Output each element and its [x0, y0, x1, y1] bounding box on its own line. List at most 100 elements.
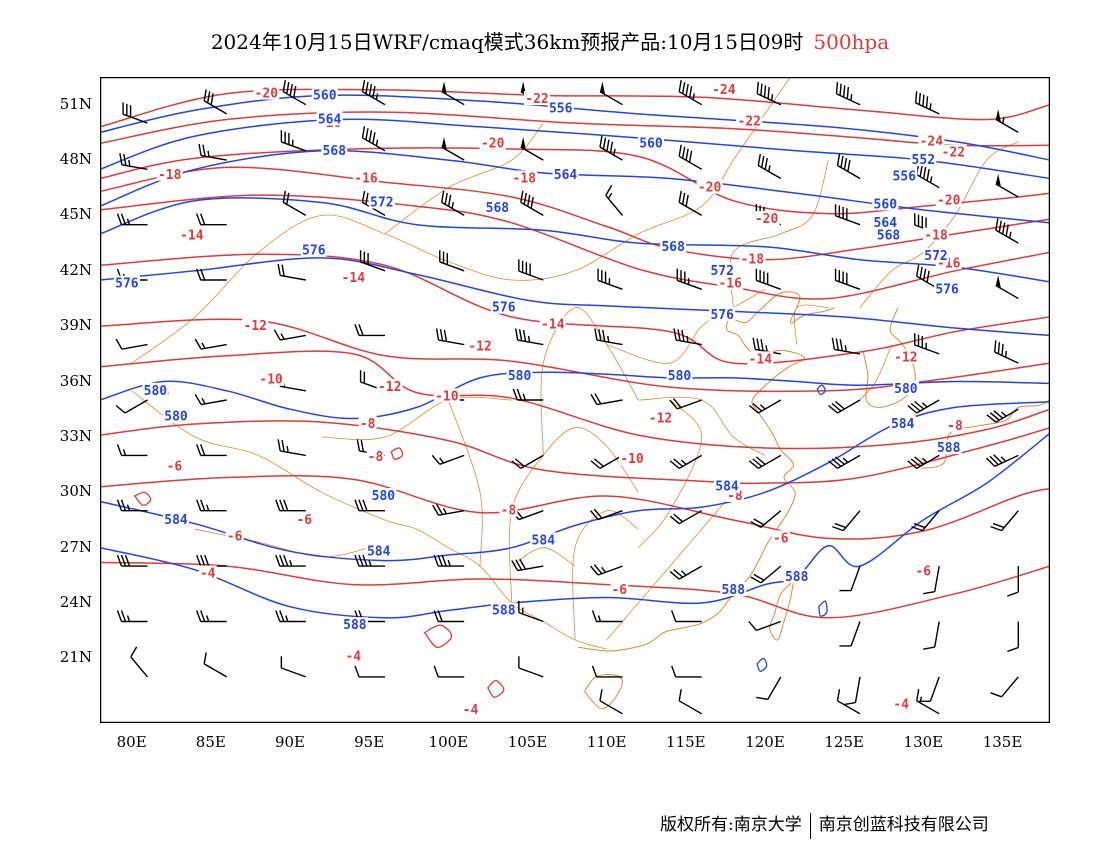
contour-label-bg: [619, 451, 645, 466]
copyright-footer: 版权所有:南京大学 南京创蓝科技有限公司: [660, 810, 989, 839]
wind-barb: [354, 665, 385, 678]
contour-label-bg: [935, 440, 962, 454]
wind-barb: [671, 665, 702, 678]
wind-barb: [605, 184, 624, 216]
height-contour-label: 576: [935, 282, 959, 297]
contour-label-bg: [433, 388, 460, 403]
wind-barb: [590, 564, 623, 576]
wind-barb: [439, 250, 465, 272]
contour-label-bg: [872, 214, 899, 229]
wind-barb: [115, 338, 148, 350]
temperature-contour-label: -24: [920, 135, 944, 150]
wind-barb: [1007, 566, 1019, 597]
height-contour-label: 580: [894, 382, 918, 397]
contour-label-bg: [253, 85, 280, 100]
wind-barb: [834, 204, 861, 226]
temperature-contour-label: -16: [354, 172, 378, 187]
height-contour-label: 588: [785, 570, 809, 585]
contour-label-bg: [660, 238, 687, 253]
wind-barb: [435, 328, 465, 346]
height-contour-label: 580: [144, 384, 168, 399]
wind-barb: [907, 399, 940, 414]
longitude-tick-label: 85E: [195, 733, 226, 751]
boundary-line: [321, 396, 512, 441]
wind-barb: [194, 394, 227, 406]
contour-label-bg: [156, 166, 183, 181]
wind-barb: [203, 652, 228, 678]
contour-label-bg: [696, 179, 723, 194]
wind-barb: [514, 328, 544, 346]
height-contour-label: 560: [639, 136, 663, 151]
contour-label-bg: [753, 211, 780, 226]
height-contour: [100, 371, 1050, 420]
temperature-contour-label: -6: [915, 565, 931, 580]
contour-label-bg: [511, 170, 538, 185]
temperature-contour-label: -18: [513, 172, 537, 187]
boundary-line: [729, 159, 829, 308]
contour-label-bg: [368, 194, 395, 209]
contour-label-bg: [358, 416, 377, 430]
boundary-line: [511, 547, 576, 567]
boundary-line: [606, 492, 734, 641]
pressure-level-label: 500hpa: [813, 30, 890, 54]
copyright-right: 南京创蓝科技有限公司: [818, 815, 989, 835]
boundary-line: [859, 344, 893, 401]
contour-label-bg: [365, 543, 392, 558]
temperature-contour-label: -12: [468, 340, 491, 355]
contour-label-bg: [300, 242, 327, 257]
temperature-contour-label: -4: [893, 698, 909, 713]
wind-barbs: [115, 80, 1019, 715]
contour-label-bg: [709, 307, 736, 322]
contour-label-bg: [940, 144, 967, 159]
temperature-contour-label: -20: [755, 212, 779, 227]
height-contour-label: 572: [924, 249, 947, 264]
height-contour-label: 576: [710, 308, 734, 323]
wind-barb: [116, 499, 148, 512]
contour-label-bg: [889, 416, 916, 430]
wind-barb: [1007, 621, 1019, 653]
contour-label-bg: [739, 251, 766, 266]
height-contour-label: 588: [343, 618, 367, 633]
wind-barb: [194, 338, 227, 350]
height-contour-label: 584: [367, 544, 391, 559]
wind-barb: [282, 190, 307, 217]
temperature-contour-label: -6: [773, 531, 789, 546]
copyright-left: 版权所有:南京大学: [660, 815, 802, 835]
wind-barb: [196, 499, 227, 512]
longitude-tick-label: 90E: [274, 733, 306, 751]
boundary-line: [384, 122, 544, 235]
longitude-tick-label: 120E: [745, 733, 785, 751]
latitude-tick-label: 45N: [59, 205, 92, 224]
contour-label-bg: [467, 338, 493, 353]
height-contour: [100, 118, 1050, 180]
wind-barb: [914, 333, 940, 355]
temperature-contour: [100, 111, 1050, 147]
contour-label-bg: [178, 227, 205, 242]
wind-barb: [518, 600, 544, 623]
wind-barb: [198, 143, 227, 161]
wind-barb: [361, 126, 386, 152]
wind-barb: [361, 80, 386, 106]
temperature-contour-label: -12: [378, 380, 401, 395]
wind-barb: [441, 136, 465, 161]
wind-barb: [203, 89, 228, 115]
contour-label-bg: [311, 87, 338, 102]
temperature-contour-label: -8: [727, 489, 743, 504]
wind-barb: [277, 263, 306, 281]
contour-label-bg: [461, 702, 480, 717]
contour-label-bg: [163, 408, 189, 423]
temperature-contour-label: -8: [947, 419, 963, 434]
temperature-contour-label: -6: [167, 459, 183, 474]
wind-barb: [995, 109, 1019, 134]
temperature-contour-label: -4: [345, 650, 361, 665]
temperature-contour-label: -20: [255, 87, 279, 102]
contour-label-bg: [165, 458, 184, 473]
wind-barb: [995, 173, 1019, 198]
contour-label-bg: [736, 113, 763, 128]
contour-label-bg: [353, 170, 379, 185]
temperature-contour-label: -20: [481, 136, 505, 151]
temperature-contour-label: -14: [342, 271, 366, 286]
height-contour-label: 580: [372, 489, 396, 504]
wind-barb: [590, 393, 623, 406]
